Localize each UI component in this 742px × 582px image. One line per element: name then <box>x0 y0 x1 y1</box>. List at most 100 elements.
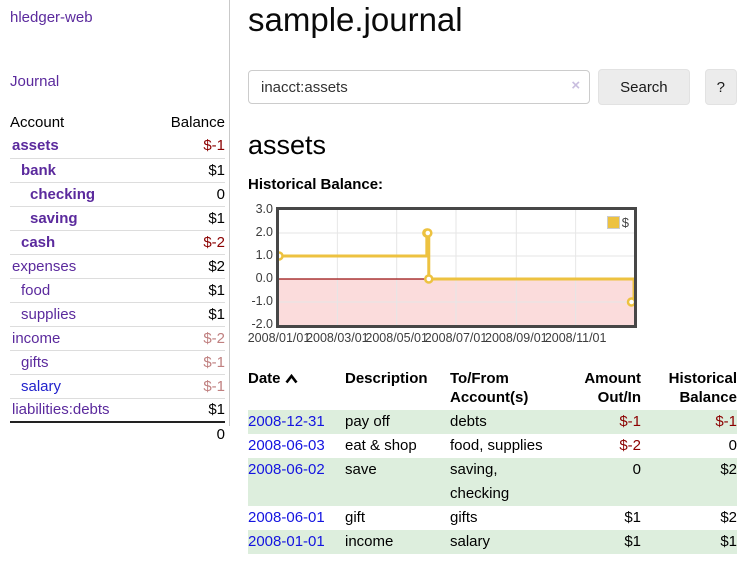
account-row: income $-2 <box>10 326 225 350</box>
account-balance: $-2 <box>203 329 225 347</box>
accounts-col-balance: Balance <box>170 113 225 131</box>
sidebar-account-food[interactable]: food <box>21 281 51 299</box>
account-row: liabilities:debts $1 <box>10 398 225 422</box>
y-axis-tick: 0.0 <box>255 271 273 285</box>
account-balance: $1 <box>208 161 225 179</box>
search-form: × Search ? <box>248 69 737 105</box>
sidebar-account-checking[interactable]: checking <box>30 185 96 203</box>
x-axis-tick: 2008/09/01 <box>485 331 548 345</box>
register-header-row: Date Description To/From Account(s) Amou… <box>248 369 737 410</box>
transaction-accounts: food, supplies <box>450 437 543 454</box>
x-axis-tick: 2008/05/01 <box>365 331 428 345</box>
account-balance: 0 <box>216 185 225 203</box>
y-axis-tick: 3.0 <box>255 202 273 216</box>
transaction-accounts: debts <box>450 413 487 430</box>
account-row: salary $-1 <box>10 374 225 398</box>
accounts-col-account: Account <box>10 113 65 131</box>
account-balance: $-1 <box>203 353 225 371</box>
transaction-description: pay off <box>345 413 390 430</box>
balance-chart-svg <box>279 210 634 325</box>
register-table-body: 2008-12-31 pay off debts $-1 $-1 2008-06-03 ea… <box>248 410 737 554</box>
help-button[interactable]: ? <box>704 69 737 105</box>
sidebar: hledger-web Journal Account Balance asse… <box>0 0 230 446</box>
accounts-table: Account Balance assets $-1 bank $1 checking 0… <box>10 110 225 446</box>
table-row: 2008-06-02 save saving, checking 0 $2 <box>248 458 737 506</box>
sort-asc-icon <box>284 370 298 389</box>
search-input-wrap: × <box>248 70 591 104</box>
sidebar-account-salary[interactable]: salary <box>21 377 62 395</box>
transaction-balance: 0 <box>728 437 737 454</box>
account-balance: $1 <box>208 209 225 227</box>
historical-balance-chart: 3.0 2.0 1.0 0.0 -1.0 -2.0 $ 2008/01/01 2008/03… <box>247 202 737 350</box>
table-row: 2008-01-01 income salary $1 $1 <box>248 530 737 554</box>
transaction-amount: $-2 <box>619 437 641 454</box>
transaction-amount: $1 <box>624 509 641 526</box>
legend-label: $ <box>621 215 629 230</box>
sidebar-account-supplies[interactable]: supplies <box>21 305 77 323</box>
transaction-balance: $2 <box>720 509 737 526</box>
register-col-balance: Historical Balance <box>668 370 737 406</box>
account-row: bank $1 <box>10 158 225 182</box>
chart-plot-area: $ <box>276 207 637 328</box>
register-col-accounts: To/From Account(s) <box>450 370 529 406</box>
transaction-date-link[interactable]: 2008-12-31 <box>248 413 325 430</box>
account-balance: $-1 <box>203 137 225 155</box>
y-axis-tick: -2.0 <box>251 317 273 331</box>
transaction-accounts: saving, checking <box>450 461 510 502</box>
register-col-date[interactable]: Date <box>248 369 345 410</box>
account-row: supplies $1 <box>10 302 225 326</box>
x-axis-tick: 2008/11/01 <box>544 331 607 345</box>
transaction-date-link[interactable]: 2008-01-01 <box>248 533 325 550</box>
transaction-amount: 0 <box>632 461 641 478</box>
accounts-total-balance: 0 <box>149 421 225 446</box>
account-balance: $-1 <box>203 377 225 395</box>
y-axis-tick: 1.0 <box>255 248 273 262</box>
transaction-description: eat & shop <box>345 437 417 454</box>
search-input[interactable] <box>248 70 591 104</box>
y-axis-tick: -1.0 <box>251 294 273 308</box>
account-row: food $1 <box>10 278 225 302</box>
sidebar-account-expenses[interactable]: expenses <box>12 257 77 275</box>
transaction-accounts: salary <box>450 533 491 550</box>
transaction-balance: $1 <box>720 533 737 550</box>
x-axis-tick: 2008/01/01 <box>247 331 311 345</box>
transaction-date-link[interactable]: 2008-06-02 <box>248 461 325 478</box>
account-balance: $1 <box>208 401 225 419</box>
transaction-accounts: gifts <box>450 509 478 526</box>
sidebar-account-bank[interactable]: bank <box>21 161 57 179</box>
transaction-amount: $1 <box>624 533 641 550</box>
account-balance: $1 <box>208 281 225 299</box>
sidebar-item-journal[interactable]: Journal <box>10 73 60 90</box>
transaction-balance: $2 <box>720 461 737 478</box>
search-button[interactable]: Search <box>598 69 690 105</box>
sidebar-account-income[interactable]: income <box>12 329 61 347</box>
account-heading: assets <box>248 130 327 160</box>
clear-icon[interactable]: × <box>571 77 581 94</box>
sidebar-account-assets[interactable]: assets <box>12 137 59 155</box>
register-table: Date Description To/From Account(s) Amou… <box>248 369 737 554</box>
transaction-amount: $-1 <box>619 413 641 430</box>
table-row: 2008-06-03 eat & shop food, supplies $-2 0 <box>248 434 737 458</box>
account-balance: $2 <box>208 257 225 275</box>
sidebar-account-gifts[interactable]: gifts <box>21 353 49 371</box>
account-row: cash $-2 <box>10 230 225 254</box>
transaction-description: income <box>345 533 394 550</box>
app-title-link[interactable]: hledger-web <box>10 9 93 26</box>
register-col-description: Description <box>345 370 428 387</box>
account-row: expenses $2 <box>10 254 225 278</box>
accounts-header-row: Account Balance <box>10 110 225 134</box>
transaction-date-link[interactable]: 2008-06-03 <box>248 437 325 454</box>
register-col-amount: Amount Out/In <box>584 370 641 406</box>
account-balance: $-2 <box>203 233 225 251</box>
transaction-description: save <box>345 461 377 478</box>
account-row: saving $1 <box>10 206 225 230</box>
sidebar-account-liabilities-debts[interactable]: liabilities:debts <box>12 401 110 419</box>
accounts-total-row: 0 <box>10 421 225 446</box>
sidebar-account-saving[interactable]: saving <box>30 209 78 227</box>
transaction-description: gift <box>345 509 366 526</box>
main-content: sample.journal × Search ? assets Histori… <box>248 0 737 554</box>
accounts-table-body: assets $-1 bank $1 checking 0 saving $1 cash $-2 e… <box>10 134 225 422</box>
transaction-date-link[interactable]: 2008-06-01 <box>248 509 325 526</box>
transaction-balance: $-1 <box>715 413 737 430</box>
sidebar-account-cash[interactable]: cash <box>21 233 56 251</box>
